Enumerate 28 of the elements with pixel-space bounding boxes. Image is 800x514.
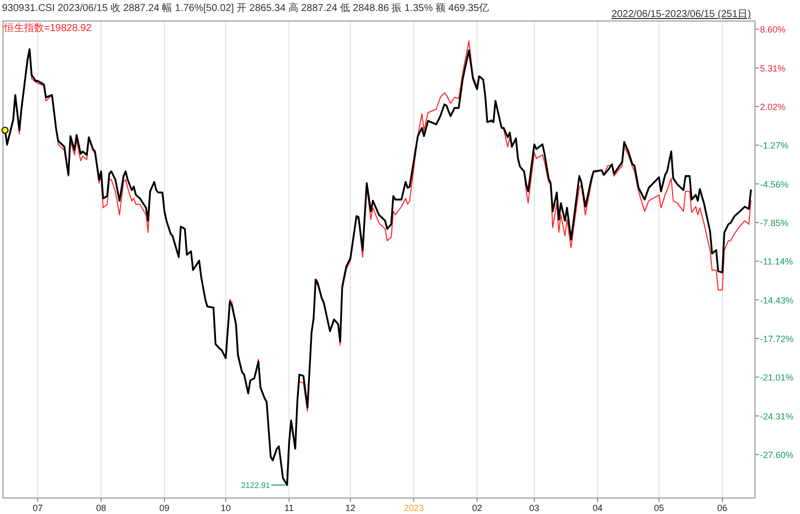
y-tick-label: -11.14% <box>760 256 793 267</box>
y-tick-label: -17.72% <box>760 334 794 344</box>
chart-subtitle: 2022/06/15-2023/06/15 (251日) <box>611 9 751 20</box>
y-tick-label: -21.01% <box>760 372 794 383</box>
y-tick-label: -7.85% <box>760 218 789 228</box>
chart-title: 930931.CSI 2023/06/15 收 2887.24 幅 1.76%[50.02] 开 2865.34 高 2887.24 低 2848.86 振 1.35% 额 469.35亿 <box>2 2 490 14</box>
y-tick-label: 5.31% <box>760 63 786 74</box>
y-tick-label: -24.31% <box>760 411 794 422</box>
x-tick-label: 08 <box>96 503 106 513</box>
x-tick-label: 04 <box>592 503 603 513</box>
x-tick-label: 2023 <box>404 503 424 513</box>
y-tick-label: -1.27% <box>760 140 789 151</box>
annotation: 2122.91 <box>241 481 271 490</box>
y-tick-label: -27.60% <box>760 450 794 460</box>
x-tick-label: 07 <box>32 503 43 513</box>
x-tick-label: 10 <box>220 503 231 513</box>
y-tick-label: 2.02% <box>760 102 786 112</box>
y-tick-label: -14.43% <box>760 295 794 306</box>
x-tick-label: 03 <box>529 503 540 513</box>
y-tick-label: -4.56% <box>760 179 789 190</box>
x-tick-label: 09 <box>159 503 170 513</box>
x-tick-label: 05 <box>654 503 664 513</box>
x-tick-label: 12 <box>345 503 356 513</box>
x-tick-label: 11 <box>284 503 294 513</box>
text: 恒生指数=19828.92 <box>3 22 92 34</box>
x-tick-label: 06 <box>717 503 728 513</box>
y-tick-label: 8.60% <box>760 24 786 35</box>
x-tick-label: 02 <box>472 503 482 513</box>
